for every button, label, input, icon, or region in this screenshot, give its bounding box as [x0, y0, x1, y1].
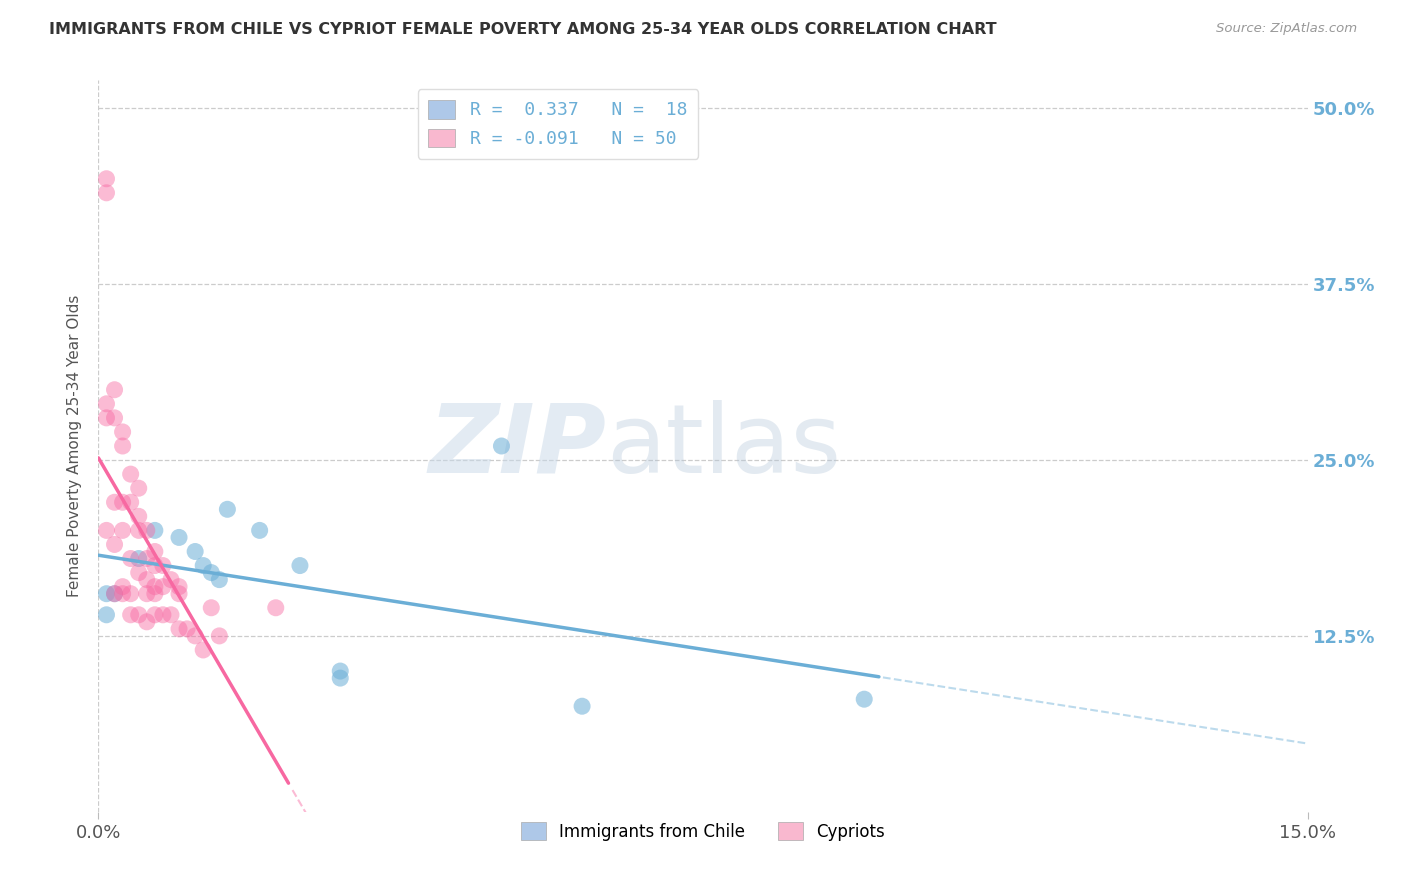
Point	[128, 551, 150, 566]
Point	[103, 495, 125, 509]
Point	[176, 622, 198, 636]
Point	[128, 607, 150, 622]
Point	[167, 622, 190, 636]
Point	[128, 524, 150, 538]
Point	[111, 580, 134, 594]
Point	[288, 558, 311, 573]
Point	[143, 607, 166, 622]
Point	[152, 607, 174, 622]
Point	[193, 643, 215, 657]
Y-axis label: Female Poverty Among 25-34 Year Olds: Female Poverty Among 25-34 Year Olds	[67, 295, 83, 597]
Point	[217, 502, 239, 516]
Point	[152, 580, 174, 594]
Point	[143, 558, 166, 573]
Point	[208, 629, 231, 643]
Point	[135, 524, 157, 538]
Text: Source: ZipAtlas.com: Source: ZipAtlas.com	[1216, 22, 1357, 36]
Point	[160, 607, 183, 622]
Point	[143, 587, 166, 601]
Point	[111, 425, 134, 439]
Point	[200, 566, 222, 580]
Point	[571, 699, 593, 714]
Point	[120, 587, 142, 601]
Point	[184, 544, 207, 558]
Text: IMMIGRANTS FROM CHILE VS CYPRIOT FEMALE POVERTY AMONG 25-34 YEAR OLDS CORRELATIO: IMMIGRANTS FROM CHILE VS CYPRIOT FEMALE …	[49, 22, 997, 37]
Point	[491, 439, 513, 453]
Point	[103, 410, 125, 425]
Point	[329, 664, 352, 678]
Point	[96, 171, 118, 186]
Point	[111, 439, 134, 453]
Point	[96, 524, 118, 538]
Point	[96, 186, 118, 200]
Legend: Immigrants from Chile, Cypriots: Immigrants from Chile, Cypriots	[515, 816, 891, 847]
Point	[120, 551, 142, 566]
Point	[167, 580, 190, 594]
Point	[135, 587, 157, 601]
Point	[167, 530, 190, 544]
Point	[111, 587, 134, 601]
Point	[264, 600, 287, 615]
Point	[96, 607, 118, 622]
Point	[128, 481, 150, 495]
Point	[143, 544, 166, 558]
Point	[853, 692, 876, 706]
Point	[135, 551, 157, 566]
Point	[167, 587, 190, 601]
Text: atlas: atlas	[606, 400, 841, 492]
Point	[329, 671, 352, 685]
Point	[128, 509, 150, 524]
Point	[103, 537, 125, 551]
Text: ZIP: ZIP	[429, 400, 606, 492]
Point	[152, 558, 174, 573]
Point	[111, 524, 134, 538]
Point	[103, 383, 125, 397]
Point	[128, 566, 150, 580]
Point	[103, 587, 125, 601]
Point	[135, 573, 157, 587]
Point	[143, 580, 166, 594]
Point	[143, 524, 166, 538]
Point	[208, 573, 231, 587]
Point	[103, 587, 125, 601]
Point	[184, 629, 207, 643]
Point	[111, 495, 134, 509]
Point	[96, 587, 118, 601]
Point	[120, 607, 142, 622]
Point	[96, 410, 118, 425]
Point	[160, 573, 183, 587]
Point	[120, 495, 142, 509]
Point	[193, 558, 215, 573]
Point	[96, 397, 118, 411]
Point	[135, 615, 157, 629]
Point	[249, 524, 271, 538]
Point	[120, 467, 142, 482]
Point	[200, 600, 222, 615]
